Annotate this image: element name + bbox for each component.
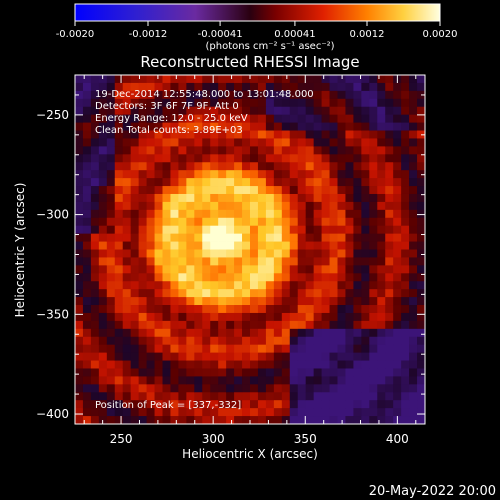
annotation-line: 19-Dec-2014 12:55:48.000 to 13:01:48.000 [95,89,314,100]
colorbar-tick-label: -0.00041 [198,29,243,40]
colorbar-tick-label: -0.0012 [129,29,168,40]
colorbar-tick-label: 0.0012 [350,29,385,40]
colorbar-tick-label: -0.0020 [56,29,95,40]
y-tick-label: −250 [36,108,69,122]
y-tick-label: −350 [36,307,69,321]
x-tick-label: 250 [110,432,133,446]
x-tick-label: 300 [202,432,225,446]
heatmap-image [75,75,426,425]
colorbar-ticks: -0.0020 -0.0012 -0.00041 0.00041 0.0012 0.002… [56,21,458,40]
colorbar [74,3,441,22]
x-tick-label: 400 [386,432,409,446]
x-axis-label: Heliocentric X (arcsec) [182,447,318,461]
footer-date: 20-May-2022 20:00 [369,484,496,499]
colorbar-tick-label: 0.00041 [274,29,315,40]
chart-title: Reconstructed RHESSI Image [140,53,359,71]
peak-position-label: Position of Peak = [337,-332] [95,400,241,411]
x-axis: 250 300 350 400 [83,75,417,446]
y-axis-label: Heliocentric Y (arcsec) [13,183,27,318]
colorbar-unit-label: (photons cm⁻² s⁻¹ asec⁻²) [205,41,334,52]
y-tick-label: −400 [36,407,69,421]
annotation-line: Energy Range: 12.0 - 25.0 keV [95,113,248,124]
annotation-line: Detectors: 3F 6F 7F 9F, Att 0 [95,101,239,112]
x-tick-label: 350 [294,432,317,446]
annotation-line: Clean Total counts: 3.89E+03 [95,125,243,136]
colorbar-tick-label: 0.0020 [423,29,458,40]
y-axis: −250 −300 −350 −400 [36,74,425,421]
y-tick-label: −300 [36,208,69,222]
annotations: 19-Dec-2014 12:55:48.000 to 13:01:48.000… [95,89,314,136]
